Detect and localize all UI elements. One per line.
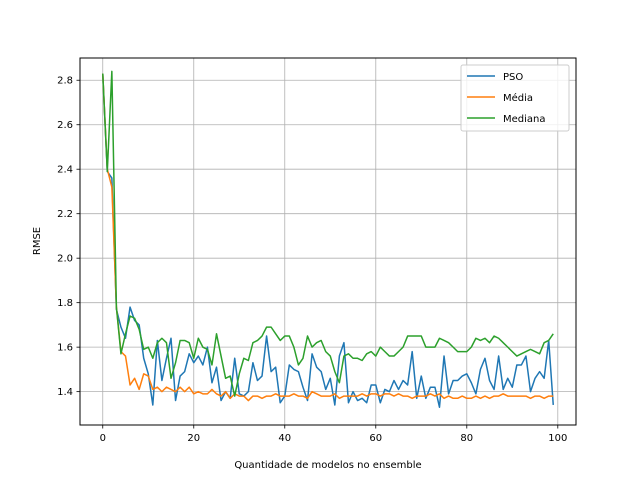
- y-tick-label: 2.4: [57, 165, 73, 176]
- y-tick-label: 2.6: [57, 120, 73, 131]
- x-tick-label: 40: [278, 433, 291, 444]
- legend-label-mediana: Mediana: [503, 114, 546, 125]
- x-tick-label: 20: [187, 433, 200, 444]
- series-line-pso: [102, 73, 554, 408]
- y-tick-label: 1.4: [57, 387, 73, 398]
- y-tick-label: 1.8: [57, 298, 73, 309]
- x-axis: 0 20 40 60 80 100: [100, 425, 567, 444]
- x-tick-label: 60: [369, 433, 382, 444]
- y-tick-label: 2.0: [57, 254, 73, 265]
- x-tick-label: 0: [100, 433, 106, 444]
- x-tick-label: 80: [460, 433, 473, 444]
- y-tick-label: 2.2: [57, 209, 73, 220]
- legend-box: [460, 64, 570, 132]
- legend-label-media: Média: [503, 92, 533, 104]
- y-axis-label: RMSE: [32, 227, 43, 255]
- y-tick-label: 2.8: [57, 76, 73, 87]
- legend: PSO Média Mediana: [460, 64, 570, 132]
- series-line-mediana: [102, 70, 554, 397]
- plot-frame: [79, 57, 577, 426]
- x-axis-label: Quantidade de modelos no ensemble: [234, 460, 421, 471]
- series-line-media: [102, 73, 554, 402]
- x-tick-label: 100: [548, 433, 567, 444]
- series-layer: [102, 70, 554, 408]
- grid: [80, 58, 576, 425]
- y-axis: 1.4 1.6 1.8 2.0 2.2 2.4 2.6 2.8: [57, 76, 80, 398]
- y-tick-label: 1.6: [57, 343, 73, 354]
- legend-label-pso: PSO: [503, 72, 523, 83]
